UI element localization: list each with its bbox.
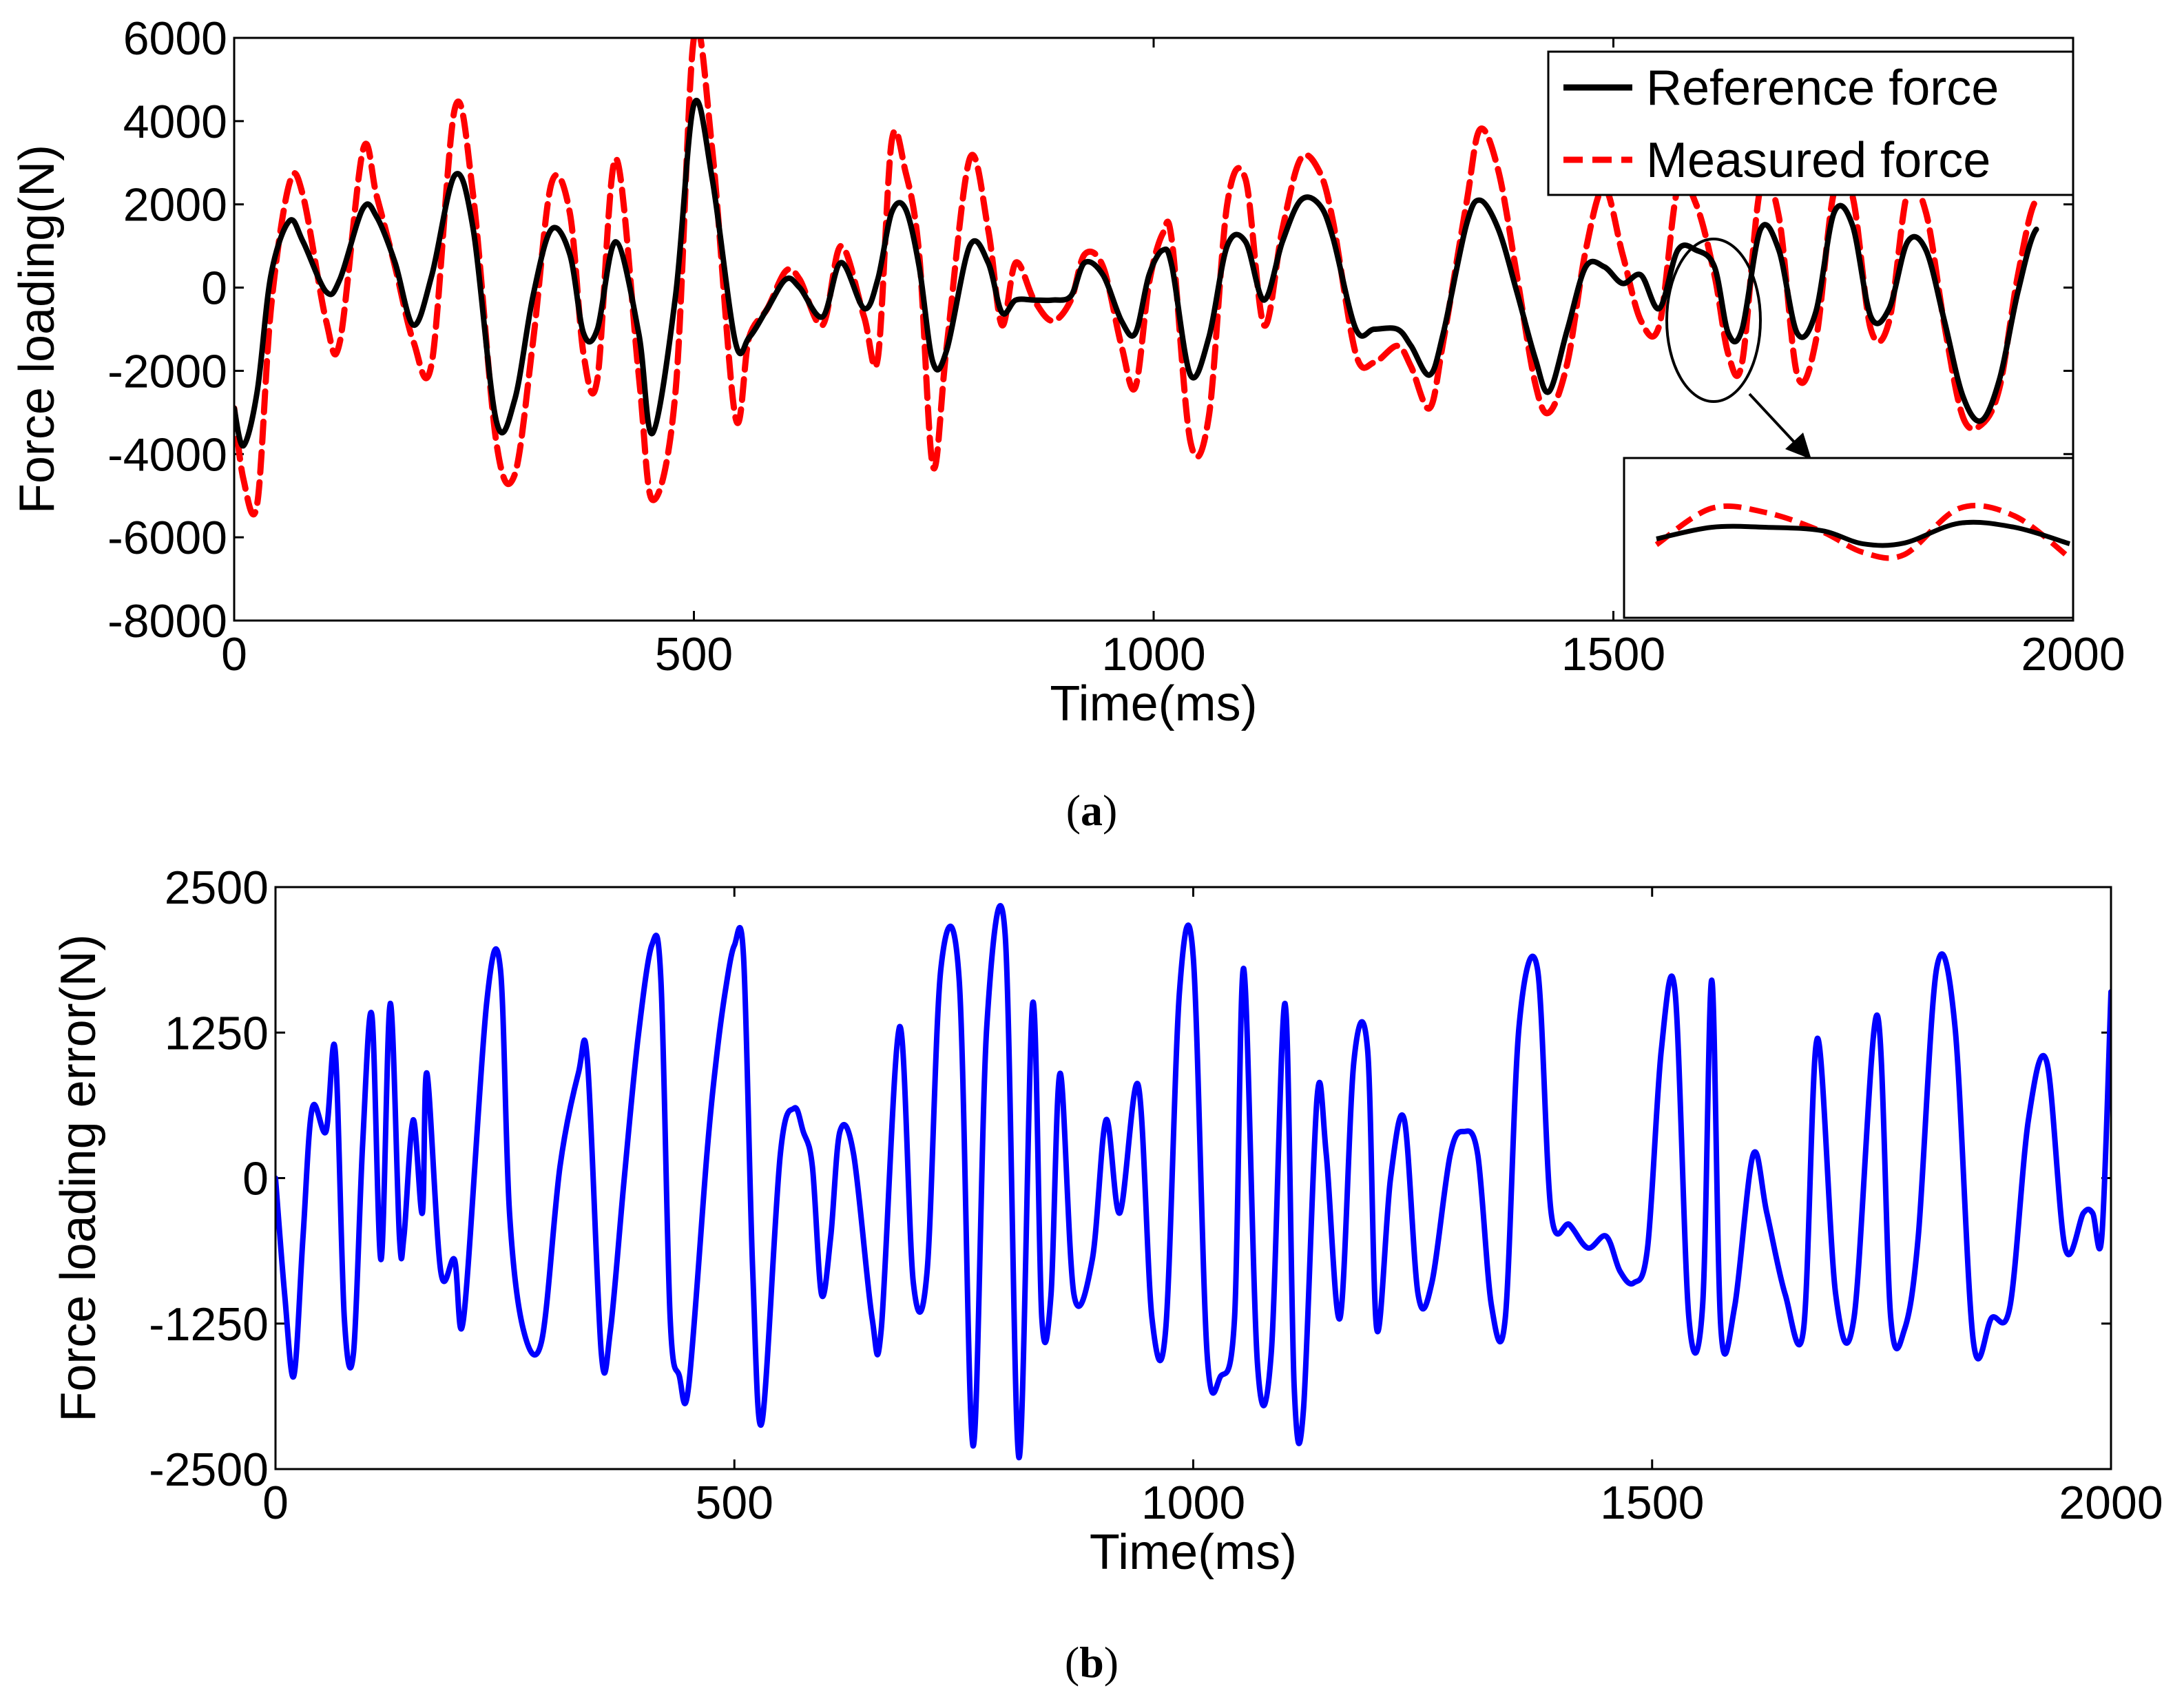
panel-b-axes-frame	[274, 886, 2112, 1470]
x-tick-label: 2000	[2059, 1477, 2163, 1529]
inset-measured-line	[1654, 503, 2072, 561]
y-tick-label: -2500	[149, 1444, 269, 1496]
y-tick-label: -1250	[149, 1298, 269, 1351]
error-line	[275, 903, 2111, 1461]
x-tick-label: 1000	[1101, 628, 1205, 680]
panel-a-legend: Reference force Measured force	[1547, 50, 2074, 196]
zoom-arrow-line	[1748, 393, 1798, 446]
panel-b-plot-area	[275, 903, 2111, 1461]
caption-a: (a)	[1066, 786, 1118, 835]
y-tick-label: -4000	[107, 428, 227, 481]
y-tick-label: 4000	[123, 96, 227, 148]
inset-plot-area	[1654, 503, 2072, 561]
caption-a-open: (	[1066, 786, 1081, 835]
panel-b-y-axis-label: Force loading error(N)	[51, 934, 106, 1422]
y-tick-label: 0	[201, 262, 227, 315]
x-tick-label: 0	[221, 628, 247, 680]
caption-a-close: )	[1103, 786, 1117, 835]
legend-box	[1547, 50, 2074, 196]
inset-reference-line	[1656, 519, 2071, 548]
y-tick-label: 2000	[123, 179, 227, 231]
panel-a-y-axis-label: Force loading(N)	[10, 145, 65, 514]
y-tick-label: 2500	[165, 862, 269, 914]
x-tick-label: 2000	[2021, 628, 2125, 680]
caption-b: (b)	[1065, 1638, 1119, 1687]
x-tick-label: 0	[262, 1477, 289, 1529]
y-tick-label: -2000	[107, 345, 227, 397]
reference-force-line	[234, 97, 2039, 449]
x-tick-label: 1000	[1141, 1477, 1245, 1529]
inset-zoom-plot	[1623, 457, 2074, 619]
panel-b-tick-labels: 0 500 1000 1500 2000 -2500 -1250 0 1250 2500	[149, 862, 2163, 1529]
panel-a-tick-labels: 0 500 1000 1500 2000 -8000 -6000 -4000 -2000 0 200…	[107, 12, 2125, 680]
x-tick-label: 1500	[1600, 1477, 1704, 1529]
panel-b-chart: 0 500 1000 1500 2000 -2500 -1250 0 1250 2500 Time…	[51, 862, 2163, 1580]
y-tick-label: 1250	[165, 1007, 269, 1059]
panel-a-plot-area	[234, 38, 2040, 518]
y-tick-label: -8000	[107, 595, 227, 647]
legend-measured-label: Measured force	[1646, 133, 1990, 188]
legend-reference-label: Reference force	[1646, 61, 1999, 116]
panel-a-x-axis-label: Time(ms)	[1050, 676, 1257, 731]
y-tick-label: 6000	[123, 12, 227, 65]
zoom-arrow-head	[1785, 433, 1811, 459]
x-tick-label: 1500	[1561, 628, 1665, 680]
y-tick-label: 0	[242, 1153, 269, 1205]
panel-a-axes-frame	[233, 37, 2074, 622]
panel-b-x-axis-label: Time(ms)	[1090, 1525, 1297, 1580]
zoom-ellipse	[1665, 238, 1762, 403]
caption-b-close: )	[1104, 1638, 1119, 1687]
caption-b-open: (	[1065, 1638, 1079, 1687]
x-tick-label: 500	[655, 628, 733, 680]
caption-b-letter: b	[1079, 1638, 1104, 1687]
panel-a-chart: 0 500 1000 1500 2000 -8000 -6000 -4000 -2000 0 200…	[10, 12, 2125, 731]
caption-a-letter: a	[1081, 786, 1103, 835]
y-tick-label: -6000	[107, 512, 227, 564]
x-tick-label: 500	[696, 1477, 773, 1529]
